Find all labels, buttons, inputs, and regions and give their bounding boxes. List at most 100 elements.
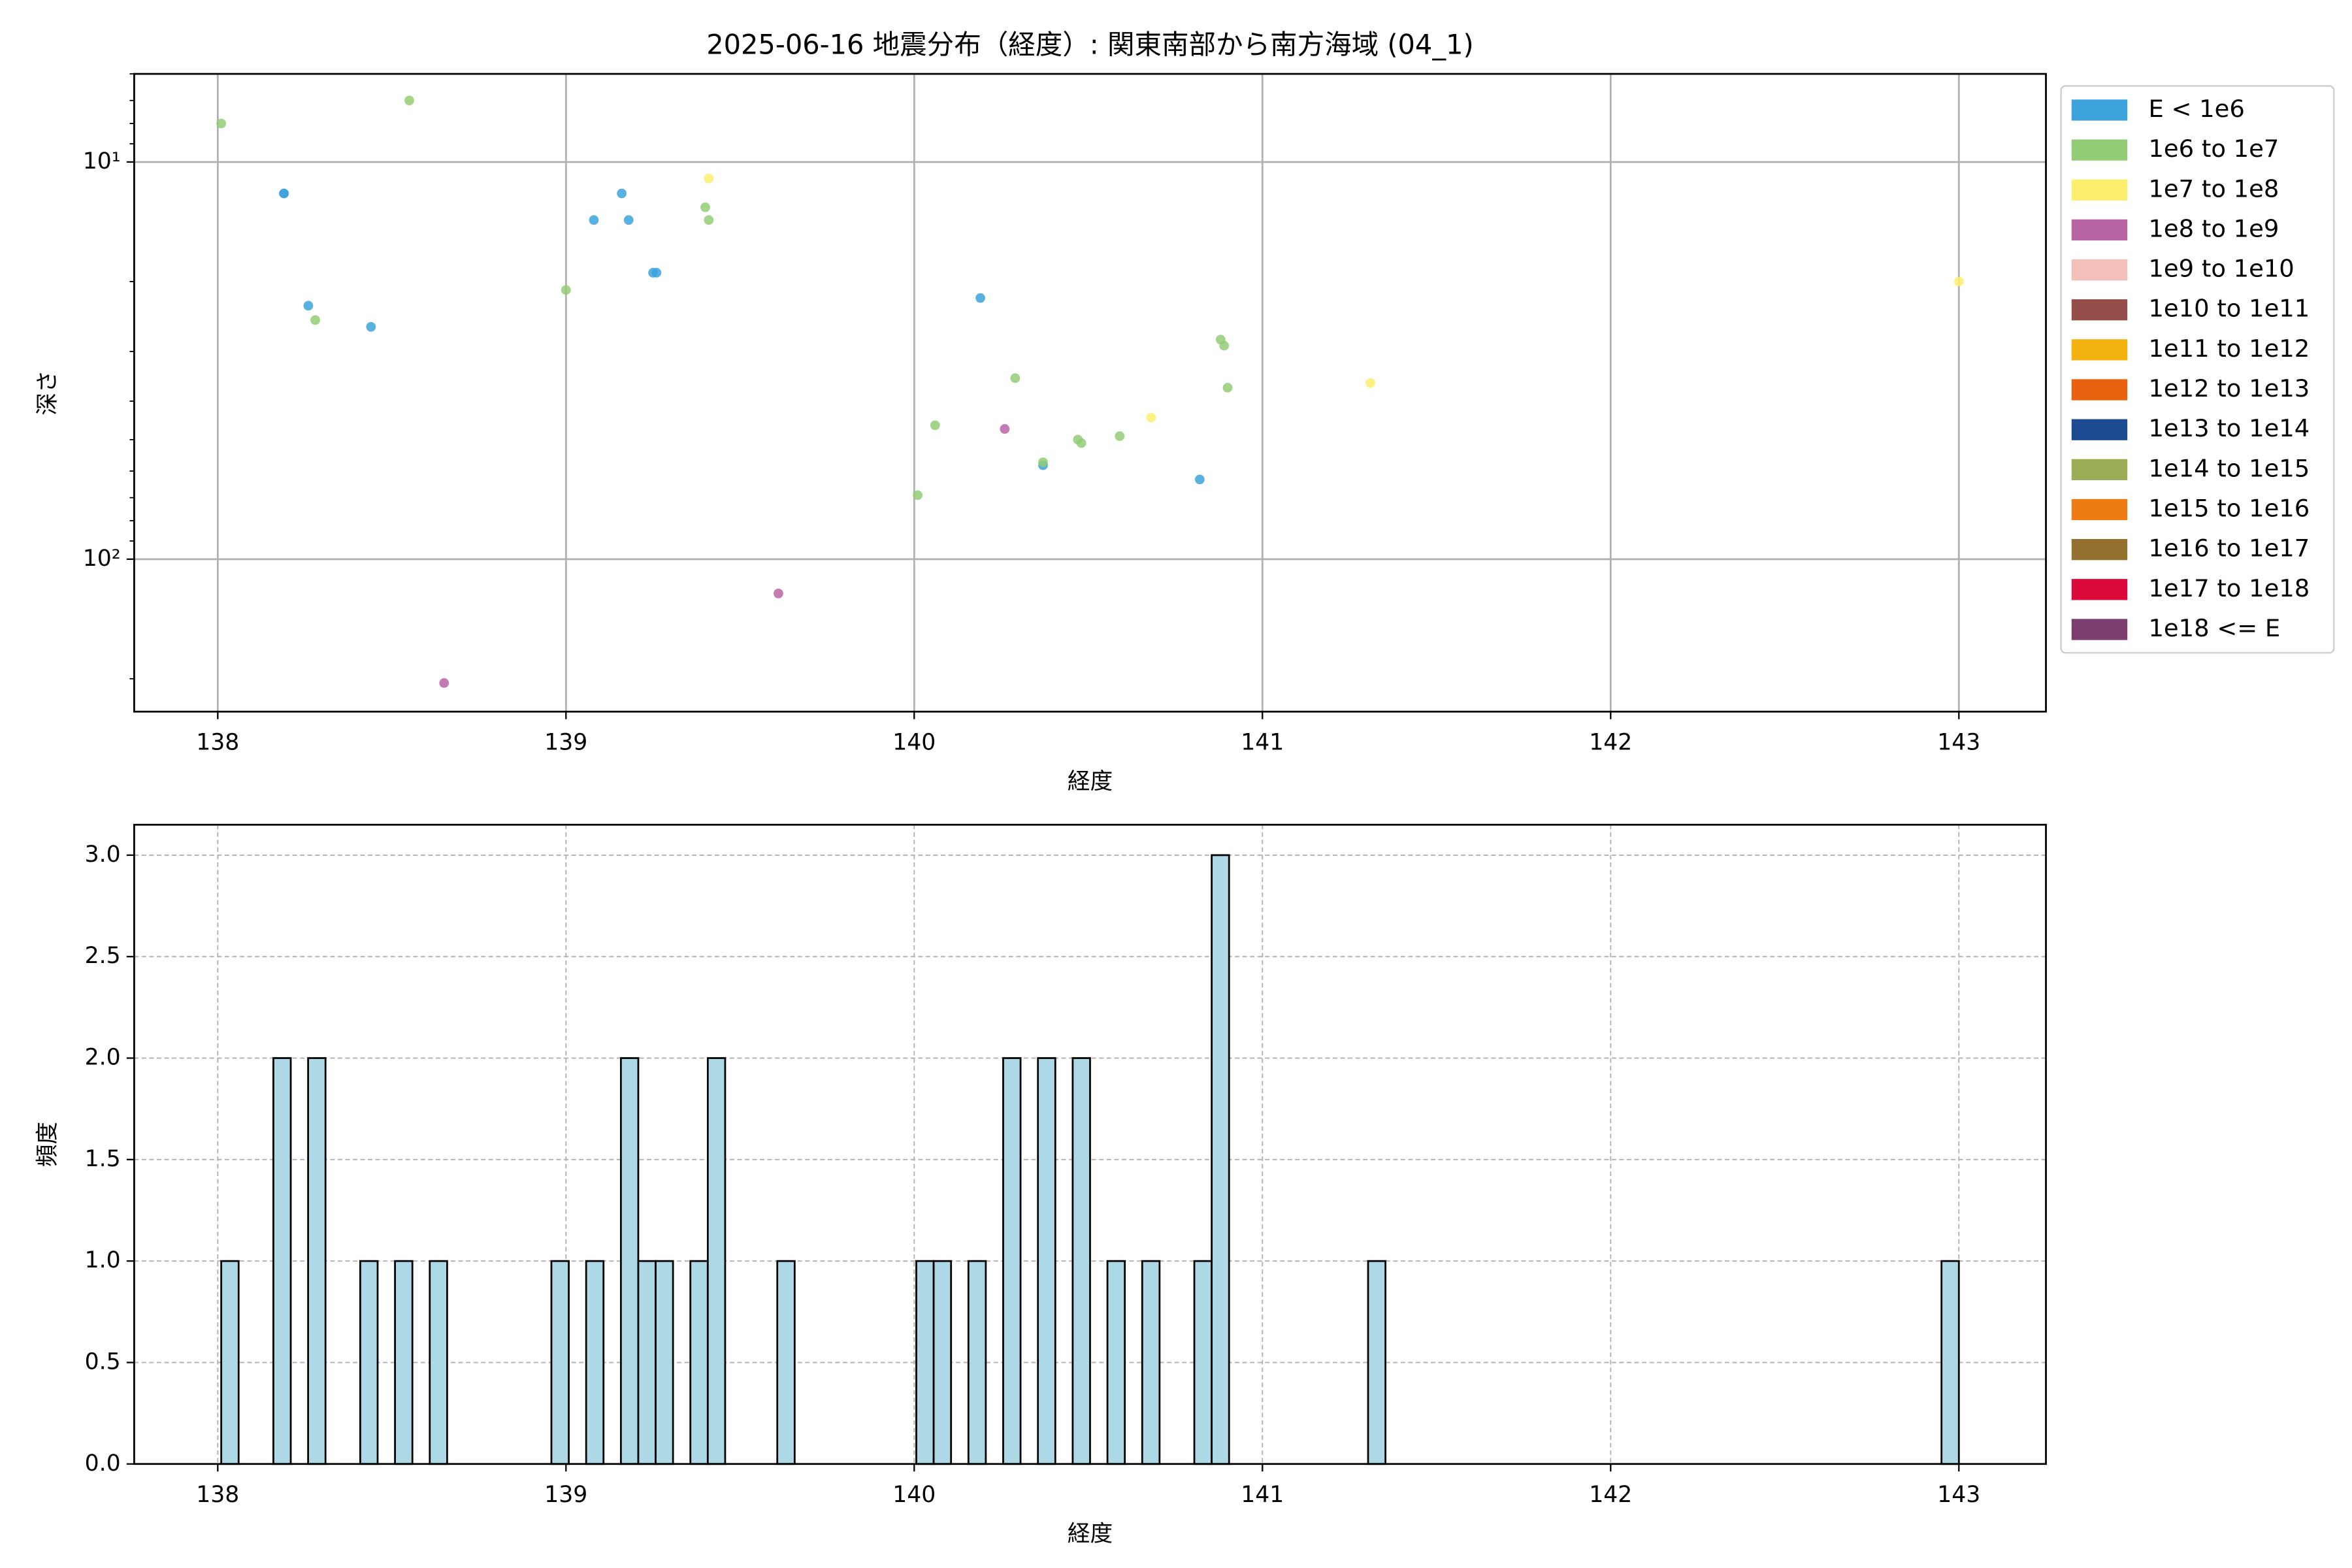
y-axis-label: 頻度: [35, 1122, 61, 1167]
legend-label: 1e17 to 1e18: [2148, 574, 2310, 602]
legend-swatch: [2071, 179, 2128, 201]
x-tick-label: 138: [196, 730, 239, 756]
histogram-bar: [220, 1260, 240, 1465]
x-tick-label: 143: [1937, 1482, 1980, 1508]
x-tick-label: 142: [1589, 1482, 1632, 1508]
chart-title: 2025-06-16 地震分布（経度）: 関東南部から南方海域 (04_1): [706, 29, 1474, 61]
histogram-bar: [1193, 1260, 1213, 1465]
legend-swatch: [2071, 139, 2128, 161]
y-axis-label: 深さ: [35, 370, 61, 416]
data-point: [561, 285, 571, 295]
data-point: [279, 188, 289, 199]
data-point: [1038, 457, 1048, 467]
legend-label: 1e8 to 1e9: [2148, 214, 2279, 242]
histogram-bar: [655, 1260, 674, 1465]
legend-swatch: [2071, 259, 2128, 281]
y-tick-label: 1.5: [85, 1146, 121, 1172]
x-tick-label: 141: [1241, 730, 1284, 756]
y-tick-label: 0.5: [85, 1348, 121, 1375]
legend-label: 1e6 to 1e7: [2148, 135, 2279, 163]
x-tick-label: 140: [892, 730, 936, 756]
data-point: [913, 490, 923, 500]
legend-label: 1e11 to 1e12: [2148, 335, 2310, 363]
data-point: [1010, 373, 1021, 384]
data-point: [1146, 412, 1156, 423]
histogram-bar: [359, 1260, 379, 1465]
legend-label: 1e10 to 1e11: [2148, 295, 2310, 323]
histogram-bar: [307, 1057, 327, 1465]
histogram-bar: [776, 1260, 796, 1465]
legend-label: E < 1e6: [2148, 95, 2244, 123]
legend-label: 1e13 to 1e14: [2148, 414, 2310, 442]
axes-frame: [133, 823, 2047, 1465]
histogram-bar: [1037, 1057, 1056, 1465]
x-axis-label: 経度: [1068, 1521, 1113, 1547]
legend-swatch: [2071, 419, 2128, 440]
legend-swatch: [2071, 539, 2128, 561]
histogram-bar: [394, 1260, 414, 1465]
histogram-bar: [429, 1260, 448, 1465]
data-point: [1219, 340, 1230, 351]
data-point: [623, 215, 634, 225]
data-point: [404, 95, 414, 106]
data-point: [975, 293, 985, 303]
legend-swatch: [2071, 459, 2128, 480]
data-point: [310, 315, 320, 325]
data-point: [1222, 382, 1233, 393]
data-point: [617, 188, 627, 199]
x-tick-label: 141: [1241, 1482, 1284, 1508]
y-tick-label: 0.0: [85, 1450, 121, 1477]
legend-label: 1e7 to 1e8: [2148, 174, 2279, 203]
data-point: [1365, 378, 1375, 388]
histogram-bar: [585, 1260, 605, 1465]
legend-swatch: [2071, 339, 2128, 361]
x-tick-label: 138: [196, 1482, 239, 1508]
histogram-bar: [706, 1057, 727, 1465]
histogram-bar: [272, 1057, 292, 1465]
histogram-bar: [915, 1260, 935, 1465]
data-point: [1000, 424, 1010, 434]
histogram-bar: [1940, 1260, 1960, 1465]
y-tick-label: 3.0: [85, 841, 121, 868]
legend-swatch: [2071, 498, 2128, 521]
x-tick-label: 143: [1937, 730, 1980, 756]
legend-label: 1e9 to 1e10: [2148, 255, 2294, 283]
legend-label: 1e15 to 1e16: [2148, 495, 2310, 523]
data-point: [774, 589, 783, 598]
legend-label: 1e16 to 1e17: [2148, 534, 2310, 563]
legend-label: 1e14 to 1e15: [2148, 454, 2310, 482]
data-point: [704, 173, 714, 184]
histogram-bar: [1071, 1057, 1091, 1465]
legend-swatch: [2071, 379, 2128, 400]
histogram-bar: [689, 1260, 709, 1465]
histogram-bar: [1211, 854, 1230, 1465]
legend-label: 1e12 to 1e13: [2148, 374, 2310, 402]
legend-swatch: [2071, 619, 2128, 640]
data-point: [651, 268, 662, 278]
x-tick-label: 139: [544, 1482, 587, 1508]
histogram-bar: [1106, 1260, 1126, 1465]
legend-label: 1e18 <= E: [2148, 614, 2280, 642]
y-tick-label: 2.0: [85, 1045, 121, 1071]
data-point: [303, 301, 314, 311]
histogram-bar: [1367, 1260, 1386, 1465]
data-point: [700, 202, 710, 212]
histogram-bar: [932, 1260, 953, 1465]
x-tick-label: 139: [544, 730, 587, 756]
data-point: [704, 215, 714, 225]
data-point: [930, 420, 940, 431]
x-axis-label: 経度: [1068, 769, 1113, 795]
data-point: [1115, 431, 1125, 441]
data-point: [439, 678, 449, 688]
histogram-bar: [967, 1260, 987, 1465]
legend-swatch: [2071, 299, 2128, 321]
histogram-bar: [619, 1057, 640, 1465]
axes-frame: [133, 73, 2047, 713]
y-tick-label: 10¹: [83, 148, 121, 174]
x-tick-label: 140: [892, 1482, 936, 1508]
legend-box: [2060, 85, 2335, 654]
legend-swatch: [2071, 579, 2128, 600]
